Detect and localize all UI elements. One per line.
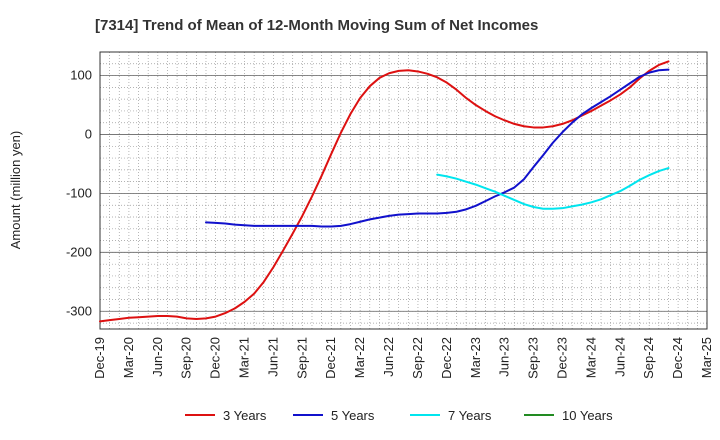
y-tick-label: -200 bbox=[66, 244, 92, 259]
x-tick-label: Dec-22 bbox=[439, 337, 454, 379]
plot-frame bbox=[99, 51, 708, 330]
x-tick-label: Dec-24 bbox=[670, 337, 685, 379]
x-tick-label: Jun-24 bbox=[612, 337, 627, 377]
x-tick-label: Sep-20 bbox=[179, 337, 194, 379]
x-tick-label: Jun-20 bbox=[150, 337, 165, 377]
x-tick-label: Sep-22 bbox=[410, 337, 425, 379]
y-axis-label: Amount (million yen) bbox=[8, 131, 23, 250]
x-tick-label: Jun-22 bbox=[381, 337, 396, 377]
x-tick-label: Dec-21 bbox=[323, 337, 338, 379]
series-line-5-years bbox=[204, 68, 670, 228]
legend-label: 10 Years bbox=[562, 408, 613, 423]
y-tick-label: 100 bbox=[70, 68, 92, 83]
series-line-7-years bbox=[436, 167, 670, 210]
legend: 3 Years 5 Years 7 Years 10 Years bbox=[185, 408, 613, 423]
x-tick-label: Mar-21 bbox=[237, 337, 252, 378]
x-tick-label: Mar-20 bbox=[121, 337, 136, 378]
x-tick-label: Mar-23 bbox=[468, 337, 483, 378]
x-tick-label: Dec-20 bbox=[208, 337, 223, 379]
x-tick-label: Sep-21 bbox=[294, 337, 309, 379]
x-tick-label: Dec-19 bbox=[92, 337, 107, 379]
series-line-3-years bbox=[99, 60, 670, 323]
y-tick-label: -300 bbox=[66, 303, 92, 318]
x-tick-label: Mar-24 bbox=[583, 337, 598, 378]
x-tick-label: Sep-24 bbox=[641, 337, 656, 379]
x-tick-label: Jun-21 bbox=[265, 337, 280, 377]
y-axis: 100 0 -100 -200 -300 bbox=[66, 68, 92, 319]
x-tick-label: Dec-23 bbox=[554, 337, 569, 379]
series-group bbox=[99, 60, 670, 323]
legend-label: 5 Years bbox=[331, 408, 375, 423]
legend-label: 7 Years bbox=[448, 408, 492, 423]
x-tick-label: Sep-23 bbox=[526, 337, 541, 379]
y-tick-label: -100 bbox=[66, 185, 92, 200]
x-tick-label: Mar-22 bbox=[352, 337, 367, 378]
x-axis: Dec-19 Mar-20 Jun-20 Sep-20 Dec-20 Mar-21 Jun-… bbox=[92, 337, 714, 379]
grid bbox=[100, 52, 707, 329]
y-tick-label: 0 bbox=[85, 127, 92, 142]
chart-title: [7314] Trend of Mean of 12-Month Moving … bbox=[95, 17, 538, 34]
x-tick-label: Jun-23 bbox=[497, 337, 512, 377]
x-tick-label: Mar-25 bbox=[699, 337, 714, 378]
legend-label: 3 Years bbox=[223, 408, 267, 423]
